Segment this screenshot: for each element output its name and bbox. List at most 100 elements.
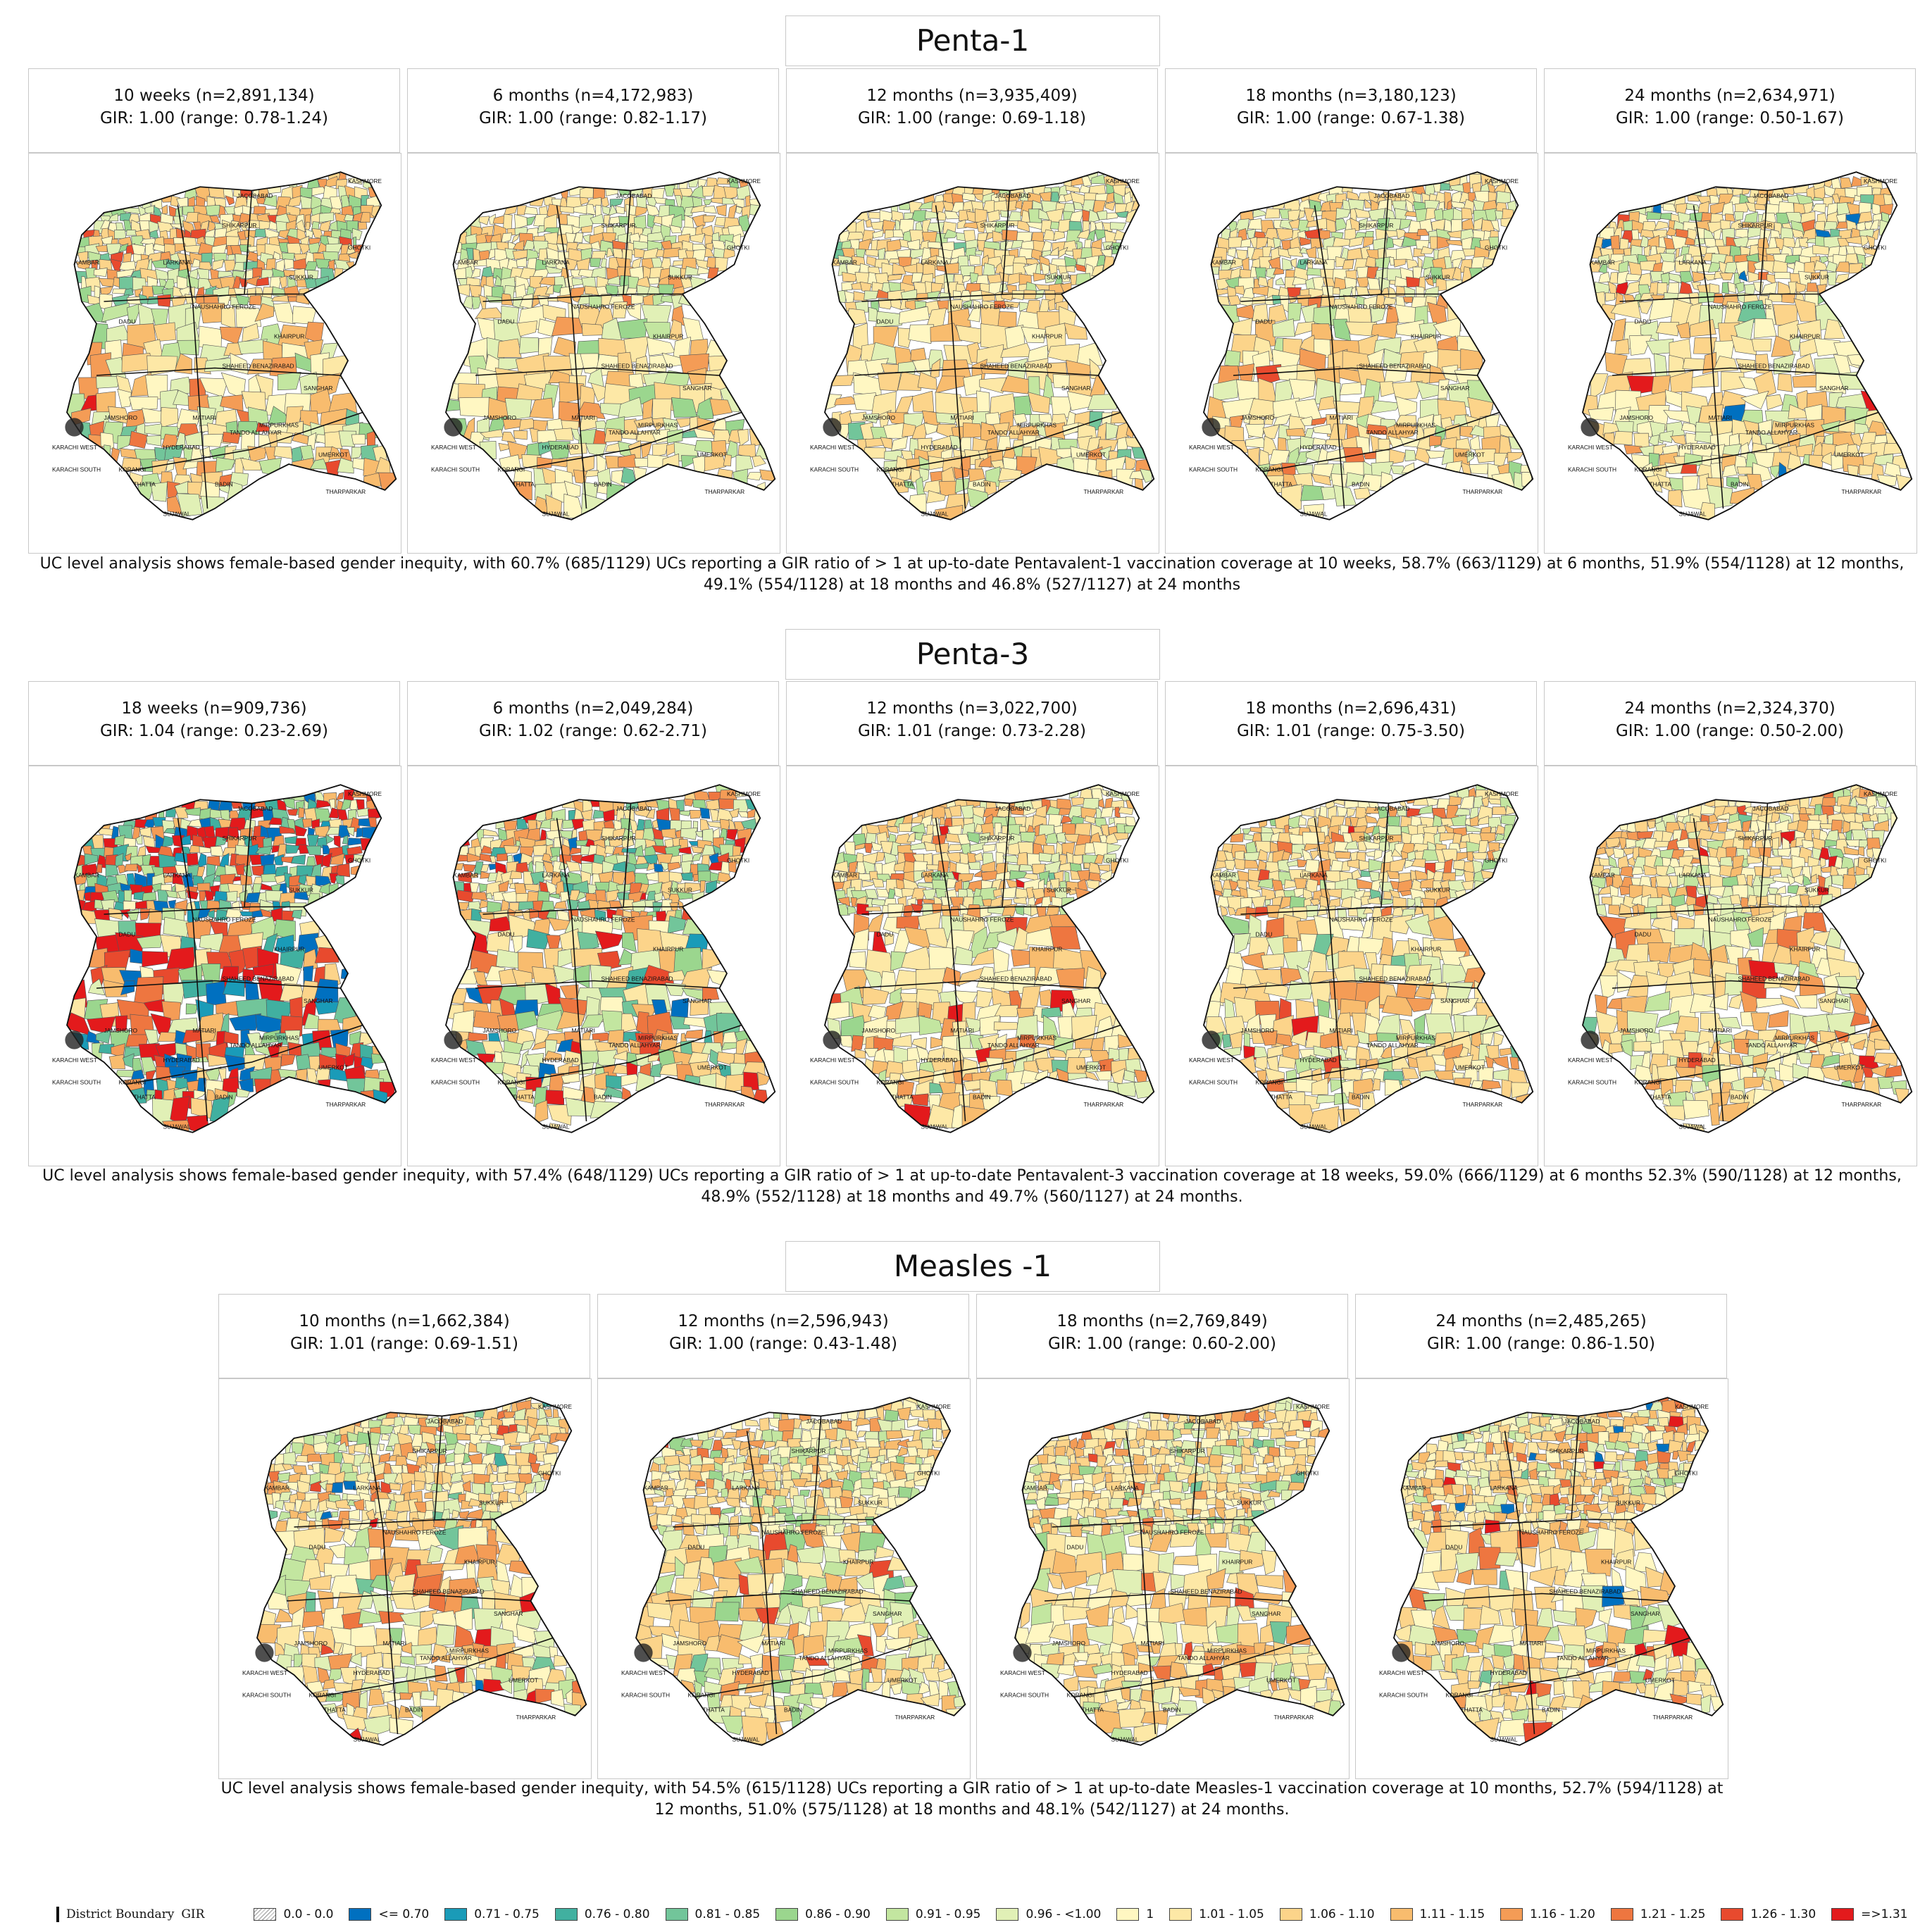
district-label: SUKKUR — [289, 274, 313, 281]
district-label: UMERKOT — [509, 1677, 538, 1684]
district-label: SUKKUR — [1237, 1500, 1261, 1507]
district-label: KHAIRPUR — [464, 1559, 494, 1566]
district-label: SANGHAR — [1061, 385, 1091, 392]
choropleth-map: JACOBABAD KASHMORE SHIKARPUR GHOTKI KAMBAR SU… — [786, 153, 1159, 554]
district-label: KAMBAR — [265, 1485, 289, 1492]
district-label: JAMSHORO — [483, 1027, 517, 1034]
choropleth-map: JACOBABAD KASHMORE SHIKARPUR GHOTKI KAMBAR SU… — [976, 1378, 1350, 1779]
district-label: KORANGI — [309, 1692, 337, 1699]
panel-gir-label: GIR: 1.00 (range: 0.43-1.48) — [668, 1335, 898, 1353]
district-label: SHAHEED BENAZIRABAD — [413, 1588, 485, 1595]
legend-swatch — [554, 1908, 578, 1921]
district-label: LARKANA — [354, 1485, 382, 1492]
district-label: SANGHAR — [1440, 385, 1470, 392]
district-label: BADIN — [1731, 1094, 1749, 1101]
district-label: NAUSHAHRO FEROZE — [951, 916, 1014, 923]
panel-gir-label: GIR: 1.00 (range: 0.69-1.18) — [857, 109, 1087, 127]
district-label: SUKKUR — [1616, 1500, 1640, 1507]
district-label: THATTA — [134, 481, 156, 488]
legend-swatch — [1500, 1908, 1523, 1921]
district-label: NAUSHAHRO FEROZE — [1330, 916, 1393, 923]
district-label: NAUSHAHRO FEROZE — [1709, 304, 1772, 311]
district-label: UMERKOT — [318, 451, 348, 459]
panel-age-label: 6 months (n=4,172,983) — [492, 87, 694, 105]
district-label: BADIN — [1352, 481, 1370, 488]
district-label: HYDERABAD — [1111, 1669, 1148, 1676]
district-label: KASHMORE — [348, 790, 382, 797]
gir-legend-title: GIR — [181, 1907, 205, 1921]
district-label: SUJAWAL — [733, 1736, 760, 1743]
district-label: GHOTKI — [1485, 244, 1507, 251]
legend-class-label: 1.26 - 1.30 — [1750, 1907, 1816, 1921]
district-label: KARACHI WEST — [621, 1669, 666, 1676]
district-label: THARPARKAR — [1463, 1101, 1503, 1108]
district-label: KHAIRPUR — [843, 1559, 873, 1566]
panel-age-label: 24 months (n=2,324,370) — [1624, 699, 1836, 718]
district-label: JACOBABAD — [995, 805, 1031, 812]
legend-class: 1.26 - 1.30 — [1721, 1907, 1816, 1921]
legend-swatch — [254, 1908, 277, 1921]
district-label: SHAHEED BENAZIRABAD — [980, 976, 1052, 983]
district-label: SANGHAR — [1252, 1610, 1281, 1617]
district-label: KASHMORE — [1864, 790, 1897, 797]
district-label: MATIARI — [193, 414, 216, 421]
panel-age-label: 18 weeks (n=909,736) — [121, 699, 307, 718]
district-label: SHAHEED BENAZIRABAD — [1359, 976, 1431, 983]
district-label: KORANGI — [498, 466, 525, 473]
panel-gir-label: GIR: 1.00 (range: 0.50-1.67) — [1615, 109, 1845, 127]
district-label: NAUSHAHRO FEROZE — [383, 1529, 447, 1536]
district-label: TANDO ALLAHYAR — [1745, 1042, 1797, 1049]
district-label: MATIARI — [1709, 414, 1732, 421]
legend-class-label: 1.16 - 1.20 — [1530, 1907, 1595, 1921]
legend-class: 1.01 - 1.05 — [1169, 1907, 1264, 1921]
panel-gir-label: GIR: 1.00 (range: 0.78-1.24) — [99, 109, 329, 127]
panel-header: 6 months (n=2,049,284) GIR: 1.02 (range: … — [407, 681, 779, 766]
district-label: KHAIRPUR — [1032, 333, 1062, 340]
district-label: TANDO ALLAHYAR — [1557, 1654, 1609, 1662]
district-label: KARACHI SOUTH — [810, 466, 859, 473]
district-label: SUJAWAL — [1490, 1736, 1518, 1743]
district-label: LARKANA — [1679, 259, 1707, 266]
legend-class-label: 0.96 - <1.00 — [1026, 1907, 1102, 1921]
panel-age-label: 18 months (n=3,180,123) — [1245, 87, 1457, 105]
sindh-map-svg: JACOBABAD KASHMORE SHIKARPUR GHOTKI KAMBAR SU… — [1189, 171, 1534, 521]
district-label: DADU — [1256, 318, 1273, 325]
district-label: KORANGI — [498, 1079, 525, 1086]
panel-header: 10 weeks (n=2,891,134) GIR: 1.00 (range: … — [28, 68, 400, 153]
district-label: BADIN — [1163, 1707, 1181, 1714]
district-label: JAMSHORO — [1052, 1640, 1086, 1647]
district-label: UMERKOT — [1645, 1677, 1675, 1684]
district-label: SHIKARPUR — [413, 1447, 447, 1454]
district-boundary-label: District Boundary — [66, 1907, 175, 1921]
district-label: THATTA — [1271, 1094, 1293, 1101]
district-label: SHIKARPUR — [792, 1447, 826, 1454]
district-label: GHOTKI — [1296, 1470, 1319, 1477]
district-label: DADU — [877, 931, 894, 938]
district-label: KORANGI — [877, 466, 904, 473]
panel-header: 12 months (n=3,935,409) GIR: 1.00 (range:… — [786, 68, 1158, 153]
district-label: KASHMORE — [727, 177, 761, 185]
district-label: KARACHI SOUTH — [1379, 1692, 1428, 1699]
district-label: KHAIRPUR — [1032, 946, 1062, 953]
district-label: KORANGI — [877, 1079, 904, 1086]
panel-header: 18 weeks (n=909,736) GIR: 1.04 (range: 0.… — [28, 681, 400, 766]
district-label: KARACHI SOUTH — [431, 466, 480, 473]
district-label: KASHMORE — [538, 1403, 572, 1410]
district-boundary-swatch — [56, 1907, 59, 1922]
legend-swatch — [1831, 1908, 1855, 1921]
district-label: SHIKARPUR — [1171, 1447, 1205, 1454]
district-label: KASHMORE — [1296, 1403, 1330, 1410]
district-label: MIRPURKHAS — [259, 422, 299, 429]
district-label: MIRPURKHAS — [1775, 422, 1814, 429]
district-label: DADU — [498, 931, 515, 938]
district-label: UMERKOT — [1834, 1064, 1864, 1071]
district-label: KASHMORE — [1864, 177, 1897, 185]
district-label: MIRPURKHAS — [1396, 1035, 1435, 1042]
district-label: KAMBAR — [1402, 1485, 1426, 1492]
district-label: BADIN — [215, 481, 233, 488]
district-label: KORANGI — [688, 1692, 716, 1699]
sindh-map-svg: JACOBABAD KASHMORE SHIKARPUR GHOTKI KAMBAR SU… — [52, 784, 397, 1133]
choropleth-map: JACOBABAD KASHMORE SHIKARPUR GHOTKI KAMBAR SU… — [407, 153, 780, 554]
district-label: LARKANA — [542, 872, 571, 879]
district-label: KARACHI WEST — [810, 1057, 855, 1064]
